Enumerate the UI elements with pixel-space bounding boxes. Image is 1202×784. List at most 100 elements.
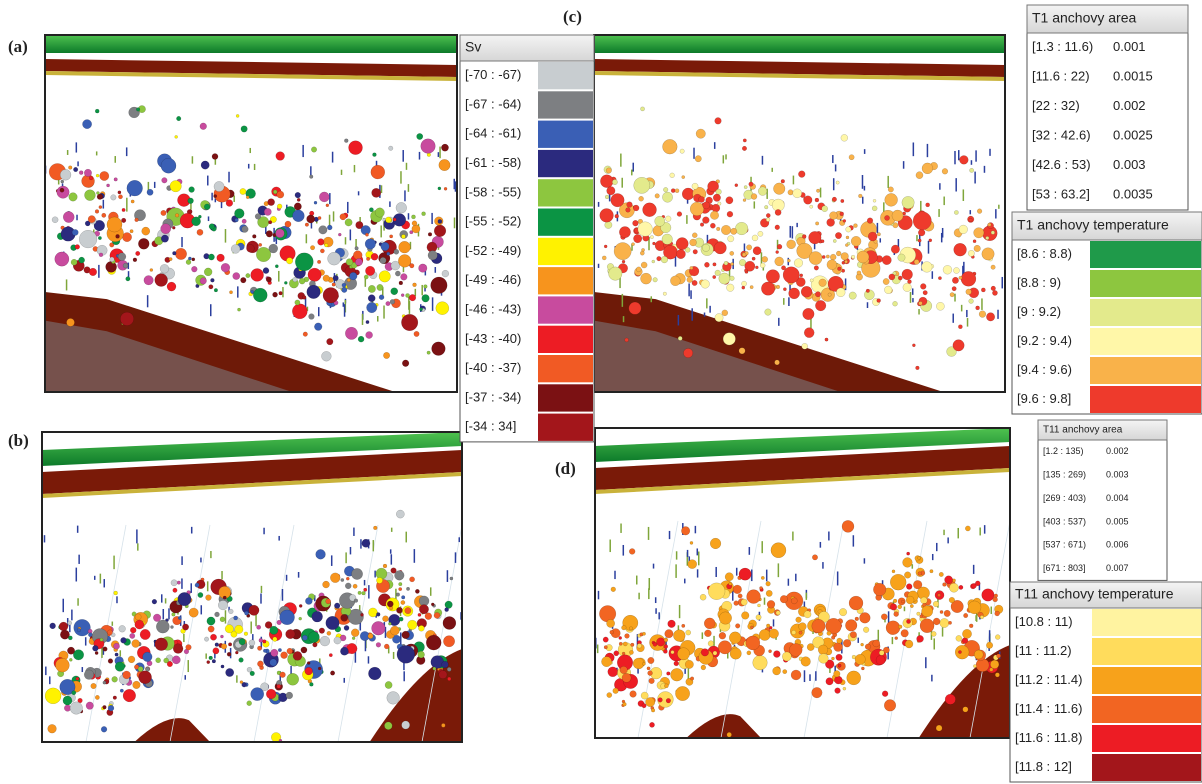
school-sphere xyxy=(228,642,233,647)
school-sphere xyxy=(811,687,823,699)
school-sphere xyxy=(901,268,913,281)
school-sphere xyxy=(298,277,306,285)
school-sphere xyxy=(691,280,698,286)
school-sphere xyxy=(224,624,234,634)
school-sphere xyxy=(787,189,794,196)
school-sphere xyxy=(670,275,681,287)
school-sphere xyxy=(327,251,341,266)
surface-band xyxy=(594,35,1005,53)
school-sphere xyxy=(949,292,955,298)
legend-swatch xyxy=(538,355,593,383)
school-sphere xyxy=(738,259,747,267)
school-sphere xyxy=(245,195,250,200)
school-sphere xyxy=(825,254,830,259)
school-sphere xyxy=(917,238,922,243)
school-sphere xyxy=(624,633,630,639)
school-sphere xyxy=(750,625,754,630)
school-sphere xyxy=(106,183,110,188)
school-sphere xyxy=(689,266,694,270)
school-sphere xyxy=(393,248,400,255)
school-sphere xyxy=(621,259,626,264)
school-sphere xyxy=(354,258,363,266)
school-sphere xyxy=(263,648,268,653)
school-sphere xyxy=(354,246,359,251)
school-sphere xyxy=(256,624,262,630)
school-sphere xyxy=(853,223,858,228)
school-sphere xyxy=(59,187,65,193)
school-sphere xyxy=(279,671,286,678)
school-sphere xyxy=(836,637,843,644)
school-sphere xyxy=(338,232,342,237)
school-sphere xyxy=(228,608,234,615)
school-sphere xyxy=(346,278,351,283)
school-sphere xyxy=(368,607,378,618)
school-sphere xyxy=(670,188,676,193)
school-sphere xyxy=(172,251,177,256)
legend-header xyxy=(1037,419,1168,441)
school-sphere xyxy=(327,224,333,231)
school-sphere xyxy=(900,629,909,638)
school-sphere xyxy=(389,299,396,305)
school-sphere xyxy=(203,203,211,210)
school-sphere xyxy=(875,655,886,665)
school-sphere xyxy=(398,241,411,254)
school-sphere xyxy=(188,607,199,618)
school-sphere xyxy=(368,666,382,681)
school-sphere xyxy=(832,239,837,243)
school-sphere xyxy=(371,621,386,636)
legend-swatch xyxy=(1090,357,1201,384)
school-sphere xyxy=(883,699,897,712)
school-sphere xyxy=(831,635,836,640)
school-sphere xyxy=(743,185,748,190)
school-sphere xyxy=(845,243,849,247)
school-sphere xyxy=(220,664,225,669)
school-sphere xyxy=(803,327,815,338)
school-sphere xyxy=(447,748,453,754)
school-sphere xyxy=(765,213,771,218)
legend-label: [9 : 9.2) xyxy=(1017,304,1061,319)
school-sphere xyxy=(379,256,387,264)
school-sphere xyxy=(860,642,864,647)
school-sphere xyxy=(230,244,241,254)
school-sphere xyxy=(257,645,263,651)
school-sphere xyxy=(625,207,631,213)
school-sphere xyxy=(773,650,781,658)
school-sphere xyxy=(341,282,347,288)
seabed-edge xyxy=(594,320,841,392)
school-sphere xyxy=(825,659,835,669)
school-sphere xyxy=(651,708,656,713)
school-sphere xyxy=(839,608,848,617)
legend-range: [1.3 : 11.6) xyxy=(1032,39,1093,54)
school-sphere xyxy=(637,221,653,237)
school-sphere xyxy=(679,148,685,154)
school-sphere xyxy=(275,151,285,161)
school-sphere xyxy=(840,252,849,261)
school-sphere xyxy=(872,639,881,648)
school-sphere xyxy=(846,670,861,686)
school-sphere xyxy=(206,660,211,664)
legend-range: [1.2 : 135) xyxy=(1043,446,1084,456)
legend-header xyxy=(1011,211,1202,241)
school-sphere xyxy=(166,661,173,668)
school-sphere xyxy=(396,606,403,614)
school-sphere xyxy=(243,631,249,636)
school-sphere xyxy=(317,216,322,220)
school-sphere xyxy=(109,256,115,263)
school-sphere xyxy=(449,576,454,581)
school-sphere xyxy=(292,303,308,320)
legend-label: [-52 : -49) xyxy=(465,243,521,258)
school-sphere xyxy=(268,220,273,225)
school-sphere xyxy=(887,186,894,193)
school-sphere xyxy=(49,622,56,630)
school-sphere xyxy=(417,650,425,659)
school-sphere xyxy=(344,582,352,590)
school-sphere xyxy=(717,640,732,655)
school-sphere xyxy=(809,204,814,209)
school-sphere xyxy=(265,230,273,238)
school-sphere xyxy=(160,157,177,174)
legend-title: T1 anchovy area xyxy=(1032,10,1136,26)
school-sphere xyxy=(649,722,655,728)
school-sphere xyxy=(760,576,765,580)
school-sphere xyxy=(153,613,162,622)
school-sphere xyxy=(835,180,840,185)
